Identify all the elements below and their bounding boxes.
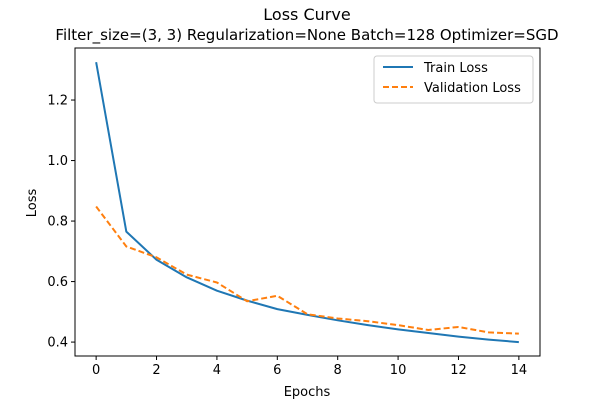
x-tick-label: 2 (152, 363, 160, 378)
x-tick-label: 6 (273, 363, 281, 378)
y-tick-label: 0.4 (47, 336, 68, 351)
series-line-validation-loss (95, 205, 519, 335)
y-axis-label: Loss (25, 189, 40, 218)
legend-label-validation-loss: Validation Loss (424, 81, 521, 96)
chart-subtitle: Filter_size=(3, 3) Regularization=None B… (55, 26, 558, 45)
series-line-train-loss (95, 62, 519, 344)
x-tick-label: 10 (390, 363, 407, 378)
y-tick-label: 0.6 (47, 275, 68, 290)
axes-layer: 0 2 4 6 8 10 12 14 0.4 0.6 0.8 1.0 1.2 (47, 94, 527, 378)
series-layer (95, 62, 519, 344)
x-tick-label: 4 (213, 363, 221, 378)
plot-frame (74, 47, 541, 357)
x-tick-label: 0 (92, 363, 100, 378)
x-tick-label: 12 (450, 363, 467, 378)
y-tick-label: 1.2 (47, 94, 68, 109)
legend: Train Loss Validation Loss (373, 55, 534, 104)
x-axis-label: Epochs (284, 385, 331, 400)
y-tick-label: 0.8 (47, 215, 68, 230)
y-tick-label: 1.0 (47, 154, 68, 169)
legend-box (373, 55, 534, 104)
chart-title: Loss Curve (263, 5, 350, 24)
x-tick-label: 14 (511, 363, 528, 378)
x-tick-label: 8 (334, 363, 342, 378)
legend-label-train-loss: Train Loss (423, 61, 488, 76)
